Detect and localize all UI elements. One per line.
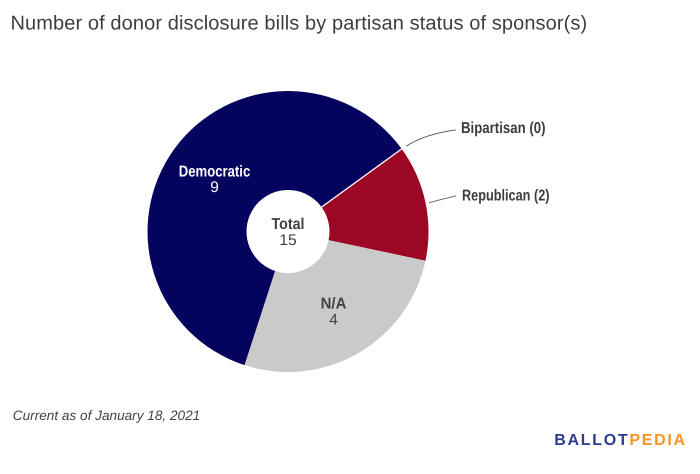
svg-text:BALLOTPEDIA: BALLOTPEDIA xyxy=(554,432,686,449)
svg-text:9: 9 xyxy=(210,179,219,196)
svg-text:Total: Total xyxy=(272,216,305,233)
svg-text:N/A: N/A xyxy=(321,296,347,313)
svg-text:4: 4 xyxy=(329,312,338,329)
svg-text:Republican (2): Republican (2) xyxy=(462,188,550,205)
svg-text:Bipartisan (0): Bipartisan (0) xyxy=(461,120,546,137)
svg-text:Current as of January 18, 2021: Current as of January 18, 2021 xyxy=(13,408,200,423)
svg-text:Democratic: Democratic xyxy=(179,164,251,181)
svg-text:Number of donor disclosure bil: Number of donor disclosure bills by part… xyxy=(11,13,588,35)
svg-text:15: 15 xyxy=(279,232,297,249)
